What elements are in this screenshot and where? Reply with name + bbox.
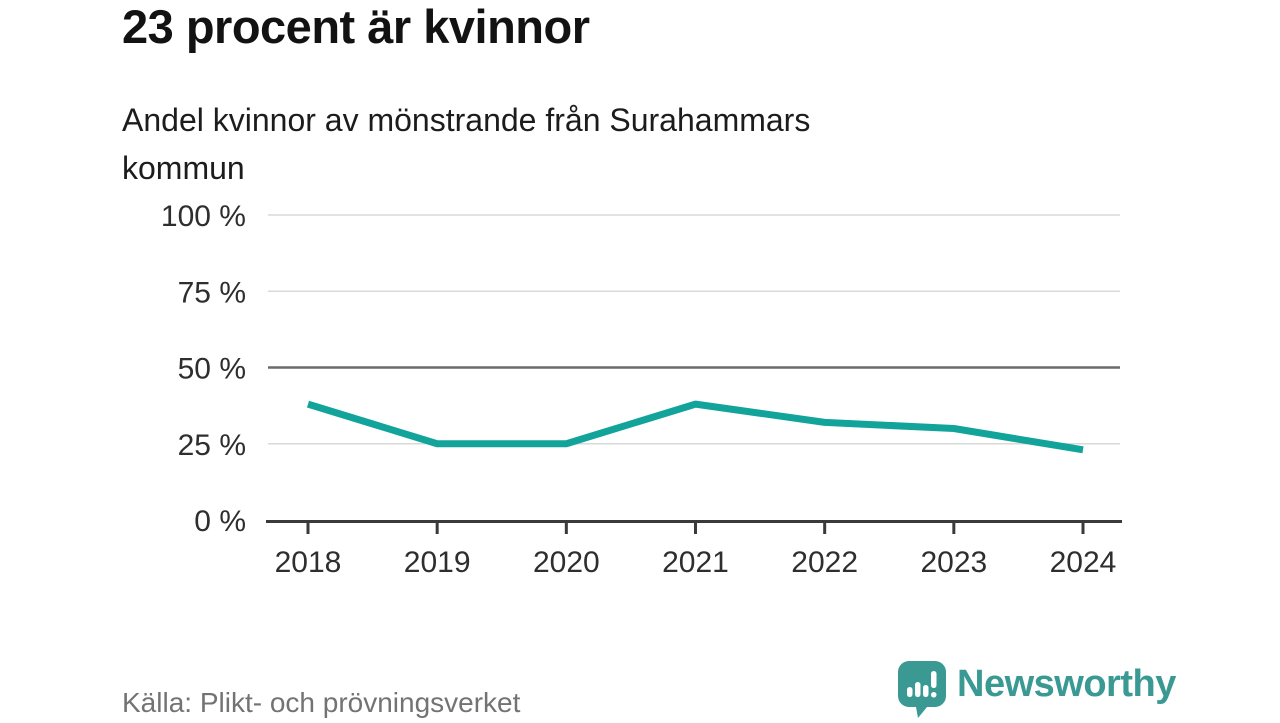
newsworthy-logo: Newsworthy: [897, 661, 1176, 723]
y-tick-label: 0 %: [194, 505, 246, 538]
source-note: Källa: Plikt- och prövningsverket: [122, 687, 521, 718]
y-tick-label: 75 %: [178, 276, 246, 309]
chart-subtitle: Andel kvinnor av mönstrande från Suraham…: [122, 102, 811, 186]
x-tick-label: 2024: [1050, 546, 1117, 579]
newsworthy-chart-bubble-icon: [897, 661, 947, 723]
x-tick-label: 2022: [791, 546, 858, 579]
x-tick-label: 2019: [404, 546, 471, 579]
chart-title: 23 procent är kvinnor: [122, 0, 590, 53]
y-tick-label: 100 %: [161, 200, 246, 233]
x-tick-label: 2023: [920, 546, 987, 579]
data-line: [306, 400, 1084, 454]
newsworthy-wordmark: Newsworthy: [957, 663, 1176, 705]
x-tick-label: 2021: [662, 546, 729, 579]
y-tick-label: 25 %: [178, 429, 246, 462]
x-tick-label: 2020: [533, 546, 600, 579]
y-tick-label: 50 %: [178, 353, 246, 386]
x-tick-label: 2018: [275, 546, 342, 579]
